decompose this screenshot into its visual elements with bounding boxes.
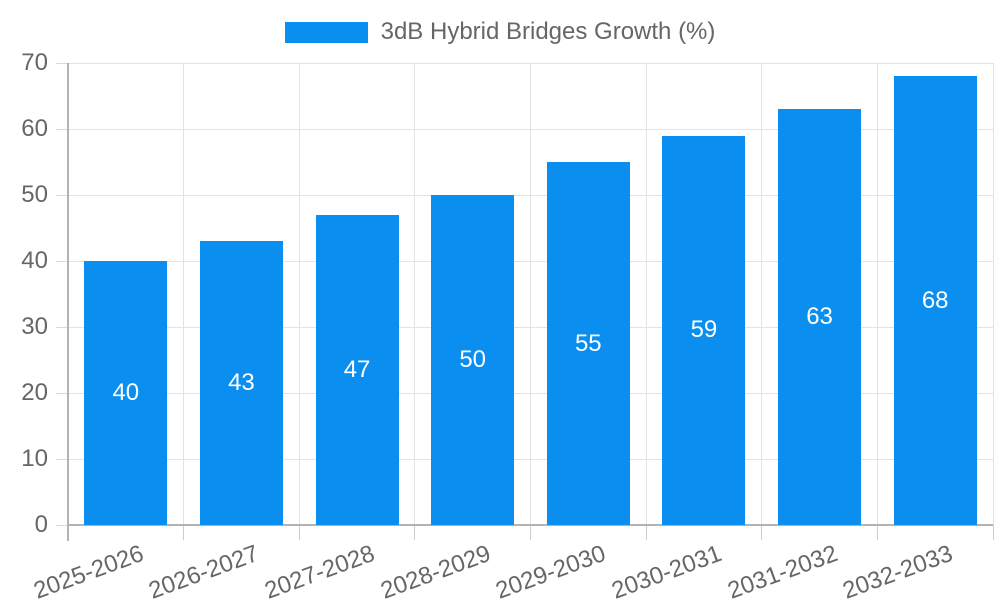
x-tick-label: 2028-2029 <box>376 540 494 600</box>
bar <box>431 195 515 525</box>
y-tick <box>56 392 68 394</box>
x-tick-label: 2032-2033 <box>839 540 957 600</box>
x-tick <box>414 525 416 540</box>
x-tick-label: 2029-2030 <box>492 540 610 600</box>
y-tick <box>56 260 68 262</box>
y-tick <box>56 194 68 196</box>
bar-value-label: 43 <box>228 369 255 397</box>
y-tick-label: 0 <box>34 511 48 538</box>
x-tick <box>876 525 878 540</box>
y-axis-line <box>67 63 69 541</box>
bar-value-label: 55 <box>574 329 602 357</box>
x-gridline <box>183 63 185 525</box>
bar <box>546 162 630 525</box>
x-gridline <box>530 63 531 525</box>
legend-swatch <box>284 21 368 43</box>
x-tick-label: 2031-2032 <box>723 540 841 600</box>
x-tick <box>645 525 647 540</box>
x-gridline <box>992 63 994 525</box>
y-tick-label: 30 <box>21 313 48 340</box>
x-tick-label: 2025-2026 <box>29 540 148 600</box>
y-tick <box>56 62 68 64</box>
bar <box>893 76 977 525</box>
bar-value-label: 68 <box>921 286 949 314</box>
y-tick-label: 70 <box>21 49 48 76</box>
bar <box>199 241 283 525</box>
y-tick-label: 10 <box>21 445 48 472</box>
bar <box>778 109 862 525</box>
x-tick <box>183 525 185 540</box>
x-tick <box>298 525 300 540</box>
x-tick <box>530 525 531 540</box>
x-tick <box>761 525 763 540</box>
bar <box>662 135 746 525</box>
y-tick <box>56 458 68 460</box>
bar-value-label: 47 <box>343 355 371 383</box>
x-gridline <box>298 63 300 525</box>
x-gridline <box>876 63 878 525</box>
x-tick-label: 2030-2031 <box>608 540 726 600</box>
x-axis-line <box>68 524 993 526</box>
x-tick-label: 2027-2028 <box>261 540 379 600</box>
y-tick <box>56 524 68 526</box>
y-tick-label: 20 <box>21 379 48 406</box>
bar-value-label: 63 <box>806 303 833 331</box>
x-tick-label: 2026-2027 <box>145 540 263 600</box>
bar-value-label: 40 <box>112 379 140 406</box>
x-gridline <box>645 63 647 525</box>
bar-value-label: 50 <box>459 346 487 373</box>
legend-label: 3dB Hybrid Bridges Growth (%) <box>380 18 716 45</box>
legend: 3dB Hybrid Bridges Growth (%) <box>0 18 1000 46</box>
y-tick-label: 50 <box>21 181 48 208</box>
x-gridline <box>761 63 763 525</box>
y-tick-label: 40 <box>21 247 48 274</box>
bar <box>84 261 168 525</box>
bar-value-label: 59 <box>690 316 718 344</box>
y-tick <box>56 326 68 328</box>
y-tick <box>56 128 68 130</box>
x-tick <box>992 525 994 540</box>
y-tick-label: 60 <box>21 115 48 142</box>
x-gridline <box>414 63 416 525</box>
bar <box>315 214 399 525</box>
